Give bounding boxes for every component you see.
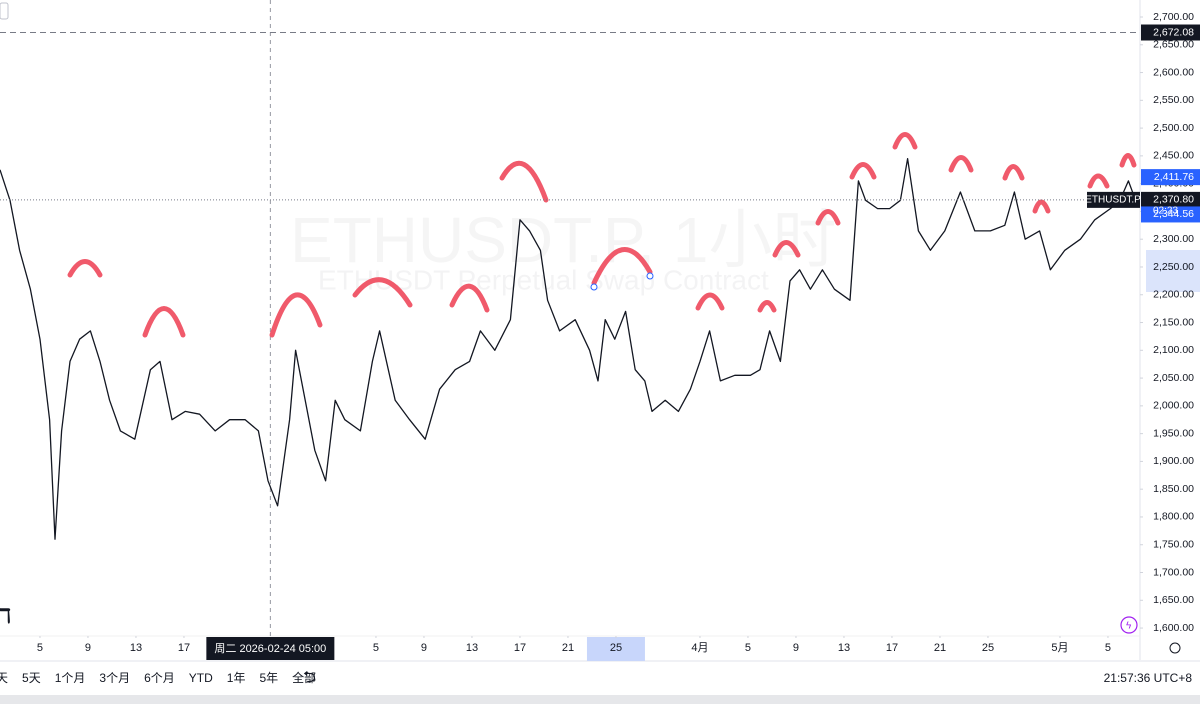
- drawing-arc: [757, 300, 777, 313]
- series-label: ETHUSDT.P: [1085, 195, 1141, 206]
- y-tick-label: 1,650.00: [1153, 594, 1194, 606]
- x-tick-label: 13: [466, 642, 478, 654]
- drawing-arc: [849, 162, 877, 180]
- drawing-arc: [352, 277, 413, 308]
- drawing-arc: [591, 247, 653, 286]
- footer-bar: [0, 695, 1200, 704]
- price-label: 2,411.76: [1154, 171, 1194, 183]
- y-tick-label: 2,250.00: [1153, 261, 1194, 273]
- watermark-title: ETHUSDT.P, 1小时: [290, 204, 837, 276]
- y-tick-label: 2,050.00: [1153, 372, 1194, 384]
- axis-highlight: [1146, 250, 1200, 292]
- x-tick-label: 21: [562, 642, 574, 654]
- logo: ℸ: [0, 605, 11, 627]
- x-tick-label: 9: [421, 642, 427, 654]
- drawing-arc: [142, 306, 186, 338]
- y-tick-label: 1,750.00: [1153, 539, 1194, 551]
- drawing-arc: [1002, 164, 1025, 181]
- price-label-bg: [1141, 169, 1200, 186]
- x-tick-label: 5: [1105, 642, 1111, 654]
- countdown: 02:23: [1153, 206, 1178, 217]
- y-tick-label: 2,700.00: [1153, 11, 1194, 23]
- range-button[interactable]: 1年: [227, 671, 246, 685]
- y-tick-label: 2,300.00: [1153, 233, 1194, 245]
- x-tick-label: 17: [514, 642, 526, 654]
- y-tick-label: 2,650.00: [1153, 39, 1194, 51]
- drawing-arc: [1087, 173, 1110, 189]
- drawing-arc: [449, 283, 490, 313]
- drawing-arc: [892, 132, 918, 150]
- x-tick-label: 9: [793, 642, 799, 654]
- x-tick-label: 13: [130, 642, 142, 654]
- x-tick-label: 4月: [691, 642, 708, 654]
- y-tick-label: 1,600.00: [1153, 622, 1194, 634]
- alert-icon-glyph: ϟ: [1126, 621, 1132, 632]
- compare-icon[interactable]: ⮌: [303, 669, 316, 686]
- drawing-arc: [948, 155, 974, 173]
- drawings: [67, 132, 1137, 338]
- x-tick-label: 25: [610, 642, 622, 654]
- y-tick-label: 2,450.00: [1153, 150, 1194, 162]
- x-tick-label: 13: [838, 642, 850, 654]
- price-label-bg: [1141, 206, 1200, 223]
- y-tick-label: 2,200.00: [1153, 289, 1194, 301]
- x-tick-label: 5月: [1051, 642, 1068, 654]
- range-button[interactable]: 1个月: [55, 671, 86, 685]
- price-label: 2,672.08: [1153, 26, 1194, 38]
- drawing-handle[interactable]: [590, 283, 598, 291]
- x-tick-label: 21: [934, 642, 946, 654]
- drawing-arc: [269, 292, 323, 338]
- drawing-arc: [1119, 153, 1137, 168]
- drawing-arc: [695, 292, 725, 311]
- y-tick-label: 1,800.00: [1153, 511, 1194, 523]
- range-button[interactable]: 6个月: [144, 671, 175, 685]
- x-tick-label: 17: [886, 642, 898, 654]
- range-button[interactable]: YTD: [189, 671, 213, 685]
- range-button[interactable]: 3个月: [99, 671, 130, 685]
- range-button[interactable]: 5天: [22, 671, 41, 685]
- x-tick-label: 25: [982, 642, 994, 654]
- price-label: 2,344.56: [1153, 208, 1194, 220]
- y-tick-label: 2,000.00: [1153, 400, 1194, 412]
- x-tick-label: 5: [37, 642, 43, 654]
- crosshair-label: 周二 2026-02-24 05:00: [214, 642, 326, 655]
- clock: 21:57:36 UTC+8: [1104, 671, 1193, 685]
- drawing-arc: [1032, 199, 1051, 214]
- settings-icon[interactable]: [1169, 642, 1181, 654]
- x-tick-label: 17: [178, 642, 190, 654]
- y-tick-label: 2,100.00: [1153, 344, 1194, 356]
- range-button[interactable]: 全部: [292, 670, 316, 685]
- price-line: [0, 158, 1137, 540]
- drawing-arc: [772, 240, 801, 258]
- y-tick-label: 1,900.00: [1153, 455, 1194, 467]
- range-button[interactable]: 天: [0, 671, 8, 685]
- y-tick-label: 2,550.00: [1153, 94, 1194, 106]
- range-button[interactable]: 5年: [259, 671, 278, 685]
- series-label-bg: [1087, 191, 1140, 208]
- drawing-handle[interactable]: [646, 272, 654, 280]
- y-tick-label: 2,500.00: [1153, 122, 1194, 134]
- x-tick-label: 9: [85, 642, 91, 654]
- price-label: 2,370.80: [1153, 194, 1194, 206]
- x-tick-label: 5: [373, 642, 379, 654]
- panel-toggle[interactable]: [0, 2, 9, 20]
- y-tick-label: 2,150.00: [1153, 316, 1194, 328]
- drawing-arc: [815, 209, 841, 226]
- price-label-bg: [1141, 24, 1200, 41]
- drawing-arc: [499, 160, 549, 203]
- crosshair-label-bg: [206, 637, 335, 660]
- x-tick-label: 5: [745, 642, 751, 654]
- alert-icon[interactable]: [1120, 616, 1138, 634]
- drawing-arc: [67, 259, 103, 278]
- x-tick-highlight: [586, 637, 645, 661]
- y-tick-label: 1,950.00: [1153, 427, 1194, 439]
- y-tick-label: 1,700.00: [1153, 566, 1194, 578]
- y-tick-label: 1,850.00: [1153, 483, 1194, 495]
- y-tick-label: 2,600.00: [1153, 66, 1194, 78]
